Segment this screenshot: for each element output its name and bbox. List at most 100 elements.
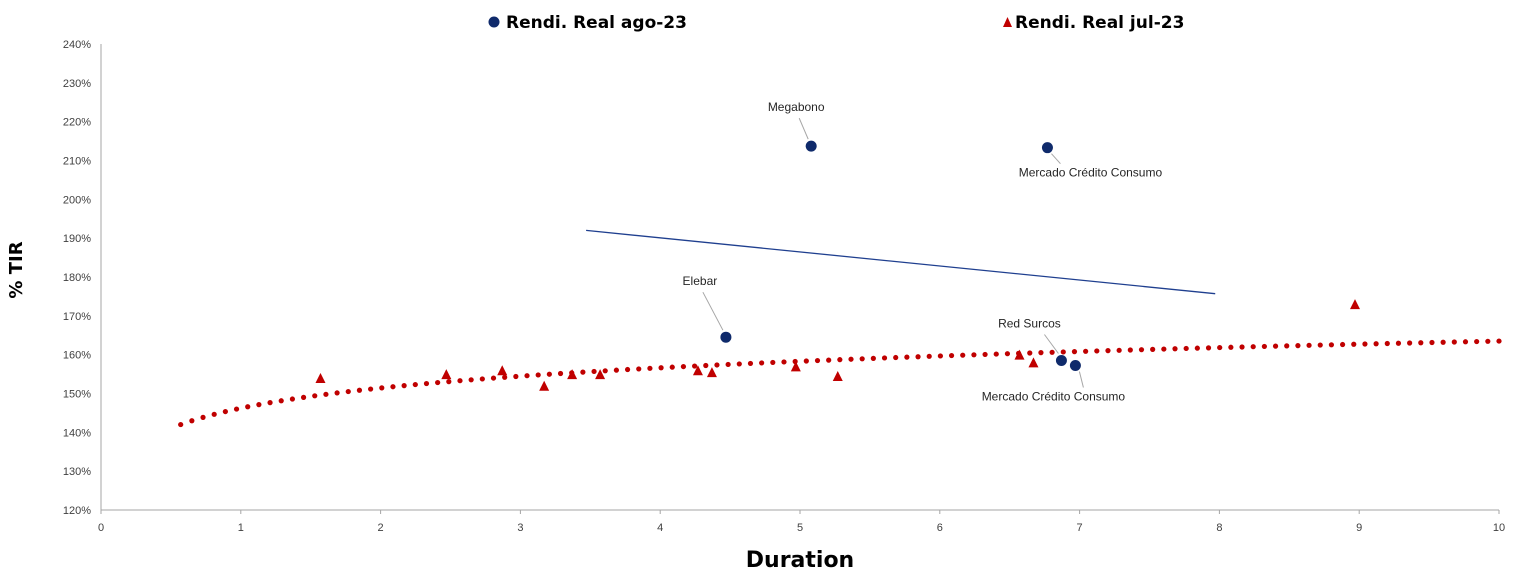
log-trendline-dot bbox=[1317, 342, 1323, 348]
log-trendline-dot bbox=[233, 406, 240, 412]
log-trendline-dot bbox=[211, 411, 217, 417]
x-tick-label: 2 bbox=[378, 522, 384, 534]
y-tick-label: 160% bbox=[63, 350, 91, 362]
log-trendline-dot bbox=[680, 363, 687, 370]
data-point-triangle bbox=[441, 369, 452, 380]
y-tick-label: 150% bbox=[63, 389, 91, 401]
log-trendline-dot bbox=[200, 414, 206, 420]
x-tick-label: 9 bbox=[1356, 522, 1362, 534]
log-trendline-dot bbox=[636, 366, 642, 372]
y-tick-label: 120% bbox=[63, 505, 91, 517]
log-trendline-dot bbox=[1228, 344, 1234, 350]
log-trendline-dot bbox=[781, 359, 787, 365]
log-trendline-dot bbox=[1027, 350, 1033, 356]
y-tick-label: 180% bbox=[63, 272, 91, 284]
log-trendline-dot bbox=[1440, 339, 1446, 345]
log-trendline-dot bbox=[1496, 338, 1502, 344]
log-trendline-dot bbox=[356, 387, 363, 393]
log-trendline-dot bbox=[1373, 341, 1379, 347]
legend-label-ago23: Rendi. Real ago-23 bbox=[506, 13, 687, 33]
log-trendline-dot bbox=[948, 352, 955, 359]
log-trendline-dot bbox=[1429, 339, 1435, 346]
log-trendline-dot bbox=[591, 368, 597, 375]
log-trendline-dot bbox=[457, 378, 463, 384]
log-trendline-dot bbox=[960, 352, 966, 358]
log-trendline-dot bbox=[859, 356, 865, 362]
log-trendline-dot bbox=[368, 386, 374, 392]
log-trendline-dot bbox=[222, 408, 228, 415]
log-trendline-dot bbox=[658, 365, 664, 371]
log-trendline-dot bbox=[412, 381, 418, 388]
log-trendline-dot bbox=[624, 366, 631, 373]
log-trendline-dot bbox=[915, 354, 921, 360]
log-trendline-dot bbox=[1395, 340, 1402, 346]
log-trendline-dot bbox=[278, 398, 284, 404]
log-trendline-dot bbox=[345, 388, 351, 395]
data-point-circle bbox=[1055, 354, 1067, 366]
log-trendline-dot bbox=[725, 361, 731, 368]
annotations: Megabono Mercado Crédito Consumo Elebar Red… bbox=[683, 100, 1163, 403]
annotation-leader-line bbox=[1044, 334, 1059, 354]
y-tick-label: 240% bbox=[63, 39, 91, 51]
data-point-triangle bbox=[1014, 349, 1025, 360]
annotation-leader-line bbox=[798, 117, 809, 140]
log-trendline-dot bbox=[256, 402, 262, 408]
log-trendline-dot bbox=[837, 357, 843, 363]
data-point-triangle bbox=[567, 369, 578, 380]
log-trendline-dot bbox=[1451, 339, 1457, 345]
log-trendline-dot bbox=[1250, 344, 1256, 350]
log-trendline-dot bbox=[334, 390, 340, 396]
log-trendline-dot bbox=[1138, 347, 1145, 353]
log-trendline-dot bbox=[300, 394, 307, 400]
data-point-triangle bbox=[706, 367, 717, 378]
log-trendline-dot bbox=[189, 418, 195, 424]
log-trendline-dot bbox=[1172, 346, 1178, 352]
point-annotation: Mercado Crédito Consumo bbox=[982, 390, 1126, 404]
log-trendline-dot bbox=[1183, 345, 1189, 352]
legend-marker-jul23 bbox=[1003, 17, 1012, 27]
data-point-triangle bbox=[832, 371, 843, 382]
log-trendline-dot bbox=[1462, 339, 1469, 345]
log-trendline-dot bbox=[423, 380, 430, 387]
legend-marker-ago23 bbox=[488, 16, 500, 28]
log-trendline-dot bbox=[848, 356, 854, 362]
data-point-circle bbox=[1069, 360, 1081, 372]
log-trendline-dot bbox=[714, 362, 720, 368]
log-trendline-dot bbox=[1306, 342, 1312, 348]
log-trendline-dot bbox=[502, 374, 508, 380]
series-layer bbox=[315, 140, 1361, 391]
legend: Rendi. Real ago-23 Rendi. Real jul-23 bbox=[488, 13, 1184, 33]
data-point-triangle bbox=[790, 361, 801, 372]
y-tick-label: 190% bbox=[63, 233, 91, 245]
log-trendline-dot bbox=[401, 383, 407, 389]
log-trendline-dot bbox=[1094, 348, 1100, 354]
y-tick-label: 140% bbox=[63, 427, 91, 439]
log-trendline-dot bbox=[1351, 341, 1357, 347]
log-trendline-dot bbox=[557, 370, 564, 377]
log-trendline-dot bbox=[982, 351, 988, 358]
log-trendline-dot bbox=[1049, 349, 1055, 355]
x-tick-label: 5 bbox=[797, 522, 803, 534]
data-point-triangle bbox=[539, 380, 550, 391]
point-annotation: Red Surcos bbox=[998, 316, 1061, 330]
log-trendline-dot bbox=[703, 362, 709, 369]
log-trendline-dot bbox=[747, 360, 754, 367]
log-trendline-dot bbox=[1284, 343, 1290, 349]
log-trendline-dot bbox=[993, 351, 999, 357]
log-trendline-dot bbox=[390, 384, 396, 390]
data-point-circle bbox=[805, 140, 817, 152]
y-tick-label: 130% bbox=[63, 466, 91, 478]
annotation-leader-line bbox=[1051, 153, 1061, 165]
log-trendline-dot bbox=[1418, 340, 1424, 346]
log-trendline-dot bbox=[379, 385, 385, 391]
log-trendline-dot bbox=[524, 373, 530, 379]
legend-label-jul23: Rendi. Real jul-23 bbox=[1015, 13, 1184, 33]
log-trendline-dot bbox=[468, 377, 474, 383]
log-trendline-dot bbox=[647, 365, 653, 371]
log-trendline-dot bbox=[803, 358, 809, 364]
y-tick-label: 220% bbox=[63, 117, 91, 129]
log-trendline-dot bbox=[937, 353, 943, 359]
trendlines bbox=[178, 229, 1502, 428]
log-trendline-dot bbox=[580, 369, 586, 375]
